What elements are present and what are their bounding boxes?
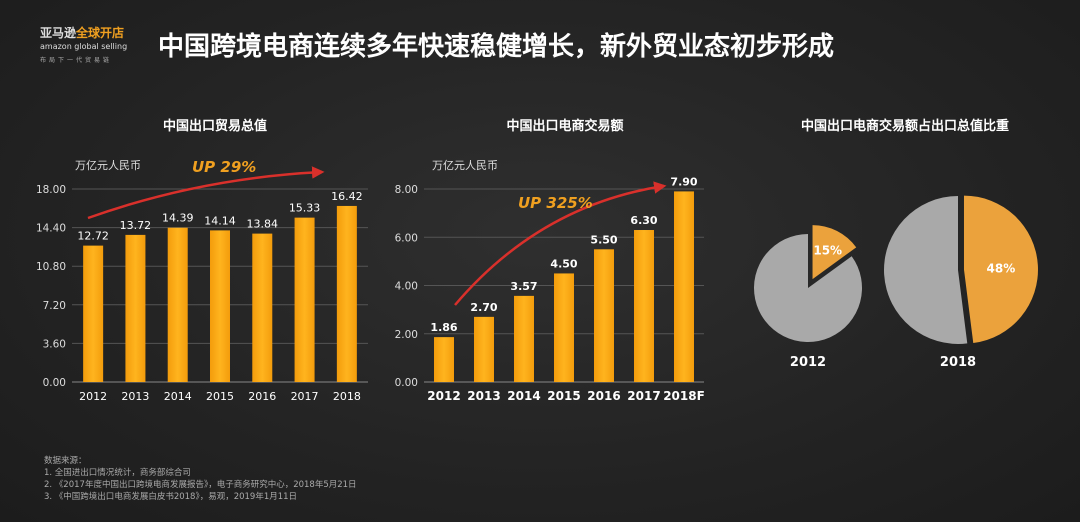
source-item: 2. 《2017年度中国出口跨境电商发展报告》，电子商务研究中心，2018年5月… — [44, 480, 357, 490]
x-tick-label: 2014 — [507, 389, 540, 403]
pie-slice-share — [963, 195, 1038, 344]
logo-text: 亚马逊 — [40, 26, 77, 40]
x-tick-label: 2018F — [663, 389, 705, 403]
bar — [674, 191, 694, 382]
data-sources: 数据来源： 1. 全国进出口情况统计，商务部综合司 2. 《2017年度中国出口… — [44, 455, 357, 503]
bar — [634, 230, 654, 382]
x-tick-label: 2012 — [427, 389, 460, 403]
bar — [252, 233, 273, 382]
bar — [294, 217, 315, 382]
data-label: 16.42 — [331, 190, 363, 203]
y-tick-label: 0.00 — [395, 377, 418, 389]
x-tick-label: 2014 — [164, 390, 192, 403]
y-tick-label: 6.00 — [395, 232, 418, 244]
data-label: 12.72 — [77, 230, 109, 243]
x-tick-label: 2018 — [333, 390, 361, 403]
x-tick-label: 2017 — [627, 389, 660, 403]
pie-share-label: 48% — [987, 261, 1016, 275]
data-label: 1.86 — [430, 321, 457, 334]
bar — [210, 230, 230, 382]
bar — [336, 205, 357, 382]
y-tick-label: 14.40 — [36, 223, 66, 235]
pie-share-label: 15% — [813, 243, 842, 257]
growth-arrow — [87, 166, 325, 220]
x-tick-label: 2013 — [121, 390, 149, 403]
x-tick-label: 2012 — [79, 390, 107, 403]
data-label: 5.50 — [590, 233, 617, 246]
y-tick-label: 0.00 — [43, 377, 66, 389]
y-tick-label: 18.00 — [36, 184, 66, 196]
x-tick-label: 2016 — [587, 389, 620, 403]
x-tick-label: 2015 — [206, 390, 234, 403]
chart-title: 中国出口电商交易额占出口总值比重 — [801, 118, 1009, 134]
growth-annotation: UP 29% — [192, 158, 256, 176]
data-label: 15.33 — [289, 202, 321, 215]
y-axis-unit: 万亿元人民币 — [75, 159, 141, 172]
chart-title: 中国出口贸易总值 — [163, 118, 267, 134]
source-item: 3. 《中国跨境出口电商发展白皮书2018》，易观，2019年1月11日 — [44, 492, 298, 502]
pie-slice-rest — [754, 234, 863, 342]
source-item: 1. 全国进出口情况统计，商务部综合司 — [44, 468, 191, 478]
data-label: 13.72 — [120, 219, 152, 232]
x-tick-label: 2017 — [291, 390, 319, 403]
y-tick-label: 8.00 — [395, 184, 418, 196]
x-tick-label: 2013 — [467, 389, 500, 403]
y-tick-label: 3.60 — [43, 338, 66, 350]
growth-annotation: UP 325% — [518, 194, 593, 212]
logo-text-accent: 全球开店 — [76, 26, 125, 40]
bar — [554, 273, 574, 382]
y-axis-unit: 万亿元人民币 — [432, 159, 498, 172]
bar — [434, 337, 454, 382]
y-tick-label: 2.00 — [395, 329, 418, 341]
bar — [474, 316, 494, 382]
pie-year-label: 2018 — [940, 355, 976, 370]
y-tick-label: 4.00 — [395, 281, 418, 293]
data-label: 3.57 — [510, 280, 537, 293]
chart-title: 中国出口电商交易额 — [506, 118, 623, 134]
data-label: 14.14 — [204, 214, 236, 227]
y-tick-label: 10.80 — [36, 261, 66, 273]
pie-year-label: 2012 — [790, 355, 826, 370]
bar — [514, 295, 534, 382]
data-label: 14.39 — [162, 212, 194, 225]
data-label: 2.70 — [470, 301, 497, 314]
page-title: 中国跨境电商连续多年快速稳健增长，新外贸业态初步形成 — [158, 32, 835, 62]
logo-en: amazon global selling — [40, 42, 128, 51]
logo-slogan: 布局下一代贸易链 — [40, 57, 113, 64]
amazon-global-selling-logo: 亚马逊全球开店 amazon global selling 布局下一代贸易链 — [40, 24, 150, 64]
pie-slice-share — [812, 225, 857, 280]
bar — [83, 245, 104, 382]
data-label: 4.50 — [550, 257, 577, 270]
x-tick-label: 2016 — [248, 390, 276, 403]
bar — [594, 249, 614, 382]
bar — [125, 234, 146, 382]
y-tick-label: 7.20 — [43, 300, 66, 312]
data-label: 13.84 — [247, 218, 279, 231]
data-label: 6.30 — [630, 214, 657, 227]
data-label: 7.90 — [670, 175, 697, 188]
growth-arrow — [454, 181, 667, 306]
x-tick-label: 2015 — [547, 389, 580, 403]
pie-slice-rest — [884, 196, 968, 344]
sources-heading: 数据来源： — [44, 456, 87, 466]
bar — [167, 227, 188, 382]
